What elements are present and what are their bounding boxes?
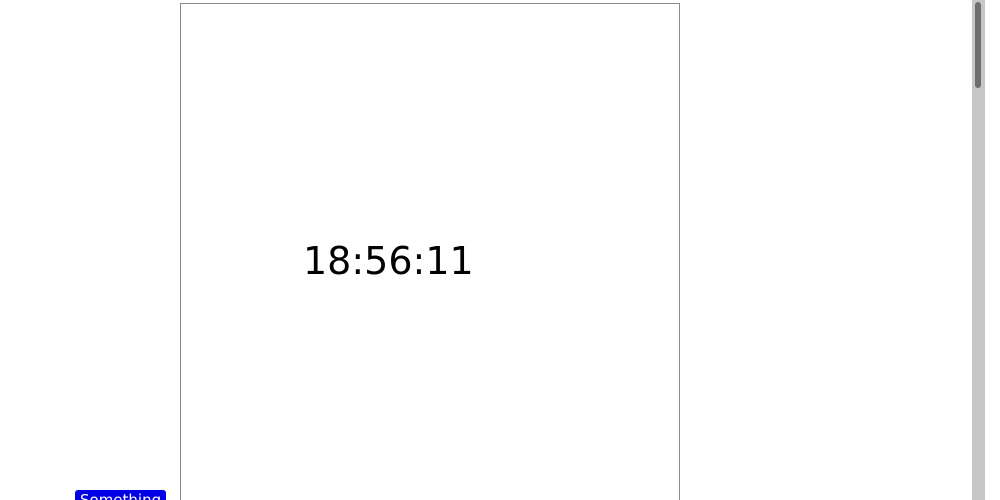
scrollbar-thumb[interactable] [975,2,981,88]
canvas-frame [180,3,680,500]
something-button[interactable]: Something [75,490,167,500]
clock-time: 18:56:11 [303,239,474,283]
vertical-scrollbar[interactable] [972,0,985,500]
